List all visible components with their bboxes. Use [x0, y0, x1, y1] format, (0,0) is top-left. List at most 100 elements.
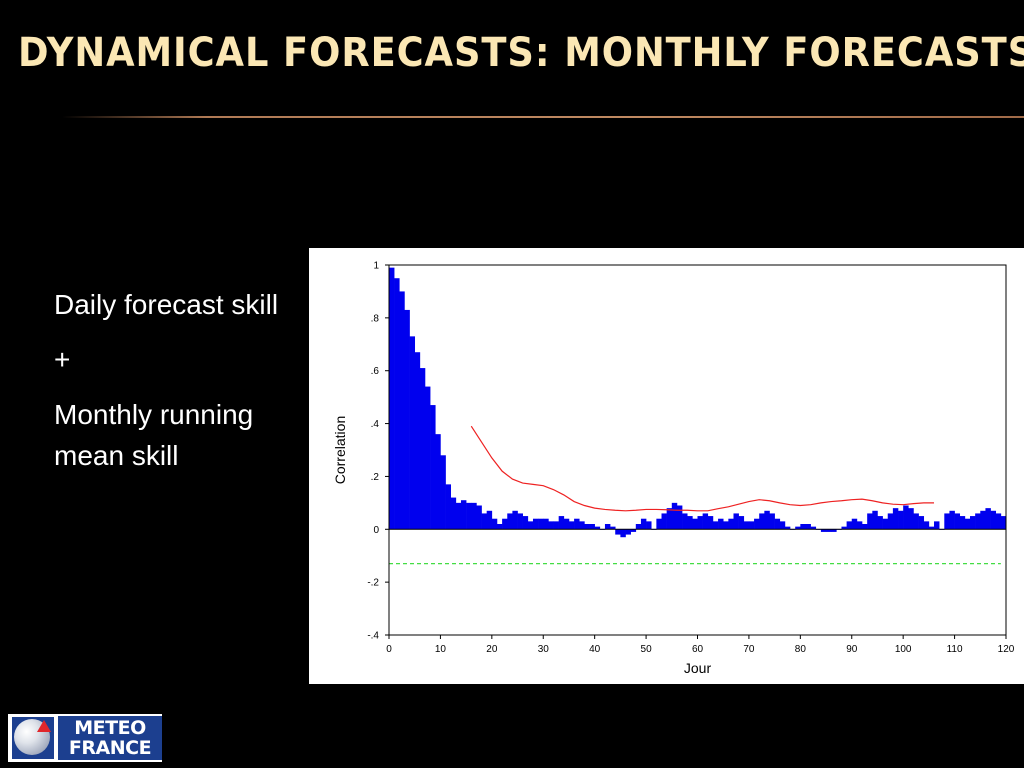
- bar-day-57: [676, 505, 683, 530]
- y-tick-label: 0: [373, 525, 379, 536]
- bar-day-13: [450, 497, 457, 530]
- bar-day-61: [697, 516, 703, 530]
- bar-day-12: [445, 484, 451, 530]
- bar-day-81: [800, 524, 806, 530]
- daily-skill-bars: [389, 267, 1007, 538]
- y-tick-label: .4: [371, 419, 380, 430]
- bar-day-98: [887, 513, 894, 530]
- bar-day-9: [430, 405, 436, 530]
- bar-day-110: [949, 510, 955, 530]
- bar-day-70: [743, 521, 750, 530]
- x-tick-label: 110: [947, 644, 963, 655]
- bar-day-36: [568, 521, 575, 530]
- bar-day-34: [558, 516, 565, 530]
- bar-day-86: [826, 529, 832, 532]
- bar-day-26: [517, 513, 523, 530]
- bar-day-94: [867, 513, 873, 530]
- x-tick-label: 70: [743, 644, 755, 655]
- bar-day-58: [682, 513, 688, 530]
- bar-day-90: [846, 521, 853, 530]
- bar-day-78: [784, 526, 791, 530]
- bar-day-107: [934, 521, 940, 530]
- bar-day-19: [481, 513, 487, 530]
- bar-day-68: [733, 513, 739, 530]
- bar-day-3: [399, 291, 405, 530]
- bar-day-50: [640, 518, 647, 530]
- x-tick-label: 90: [846, 644, 858, 655]
- bar-day-4: [404, 309, 410, 530]
- bar-day-10: [435, 434, 441, 530]
- bar-day-77: [779, 521, 786, 530]
- x-tick-label: 0: [386, 644, 392, 655]
- bullet-daily-forecast-skill: Daily forecast skill: [54, 289, 279, 320]
- bar-day-113: [964, 518, 971, 530]
- bar-day-37: [574, 518, 580, 530]
- bar-day-101: [903, 505, 909, 530]
- bar-day-24: [507, 513, 513, 530]
- bar-day-5: [409, 336, 416, 530]
- bar-day-95: [872, 510, 878, 530]
- y-tick-label: 1: [373, 261, 379, 272]
- bar-day-54: [661, 513, 667, 530]
- monthly-running-mean-line: [470, 425, 935, 512]
- x-tick-label: 40: [589, 644, 601, 655]
- bar-day-21: [491, 518, 498, 530]
- bar-day-33: [553, 521, 559, 530]
- bar-day-72: [754, 518, 760, 530]
- bar-day-30: [538, 518, 544, 530]
- y-tick-label: .2: [371, 472, 380, 483]
- y-tick-label: -.2: [367, 578, 379, 589]
- bar-day-64: [712, 521, 719, 530]
- bar-day-83: [810, 526, 817, 530]
- bar-day-71: [748, 521, 755, 530]
- bar-day-56: [671, 502, 678, 530]
- bar-day-38: [579, 521, 585, 530]
- bar-day-103: [913, 513, 919, 530]
- bar-day-44: [610, 526, 616, 530]
- bar-day-117: [985, 508, 991, 530]
- bar-day-115: [975, 513, 981, 530]
- bar-day-92: [856, 521, 863, 530]
- bar-day-45: [615, 529, 621, 535]
- x-tick-label: 100: [895, 644, 912, 655]
- bar-day-14: [455, 502, 462, 530]
- bar-day-97: [882, 518, 889, 530]
- bar-day-66: [723, 521, 729, 530]
- bar-day-39: [584, 524, 590, 530]
- bar-day-51: [646, 521, 652, 530]
- bar-day-29: [532, 518, 539, 530]
- bar-day-93: [862, 524, 868, 530]
- bar-day-32: [548, 521, 554, 530]
- slide-body-text: Daily forecast skill + Monthly running m…: [54, 284, 304, 490]
- bar-day-22: [496, 524, 503, 530]
- bar-day-63: [707, 516, 714, 530]
- bar-day-69: [738, 516, 745, 530]
- bar-day-41: [594, 526, 601, 530]
- x-tick-label: 50: [641, 644, 653, 655]
- x-axis-label: Jour: [684, 660, 712, 676]
- correlation-chart: 0 10 20 30 40 50 60 70 80 90 100 110 120 -.4 -.2 0 .2 .4.…: [332, 261, 1015, 677]
- bar-day-47: [625, 529, 631, 535]
- bar-day-75: [769, 513, 775, 530]
- bar-day-91: [851, 518, 858, 530]
- correlation-chart-panel: 0 10 20 30 40 50 60 70 80 90 100 110 120 -.4 -.2 0 .2 .4.…: [309, 248, 1024, 684]
- bar-day-96: [877, 516, 883, 530]
- bar-day-20: [486, 510, 493, 530]
- bar-day-85: [820, 529, 827, 532]
- bar-day-102: [908, 508, 914, 530]
- bar-day-27: [522, 516, 529, 530]
- bar-day-60: [692, 518, 698, 530]
- y-axis-label: Correlation: [332, 416, 348, 484]
- bar-day-15: [460, 500, 467, 530]
- x-tick-label: 30: [538, 644, 550, 655]
- bar-day-40: [589, 524, 595, 530]
- bar-day-80: [795, 526, 801, 530]
- bar-day-74: [764, 510, 770, 530]
- bar-day-23: [502, 518, 508, 530]
- bar-day-118: [990, 510, 997, 530]
- bar-day-114: [970, 516, 976, 530]
- bar-day-67: [728, 518, 734, 530]
- meteo-france-logo: METEO FRANCE: [8, 714, 162, 762]
- bar-day-59: [687, 516, 693, 530]
- bar-day-100: [898, 510, 904, 530]
